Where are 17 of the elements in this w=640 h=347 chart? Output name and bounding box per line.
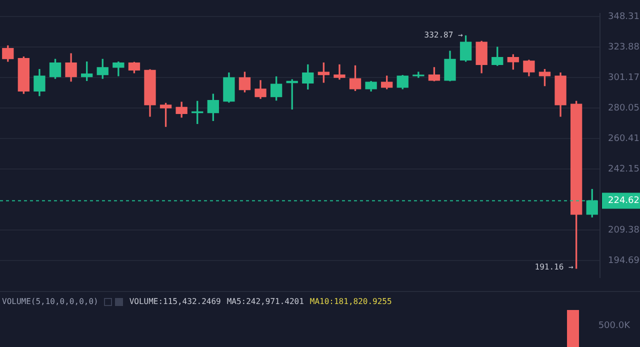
y-tick-label: 209.38 (608, 226, 640, 236)
y-tick-label: 260.41 (608, 134, 640, 144)
ref-line-label: 224.62 (608, 196, 640, 206)
y-tick-label: 194.69 (608, 256, 640, 266)
y-tick-label: 280.05 (608, 103, 640, 114)
y-tick-label: 301.17 (608, 72, 640, 83)
text: VOLUME:115,432.2469 (129, 297, 221, 306)
text: 500.0K (598, 321, 630, 331)
candlestick (334, 64, 346, 80)
text: VOLUME(5,10,0,0,0,0) (2, 297, 98, 306)
text: MA10:181,820.9255 (310, 297, 392, 306)
text: MA5:242,971.4201 (226, 297, 304, 306)
y-tick-label: 323.88 (608, 42, 640, 52)
y-tick-label: 242.15 (608, 164, 640, 175)
annotation: 191.16 → (534, 262, 574, 272)
annotation: 332.87 → (424, 30, 463, 40)
y-tick-label: 348.31 (608, 12, 640, 22)
